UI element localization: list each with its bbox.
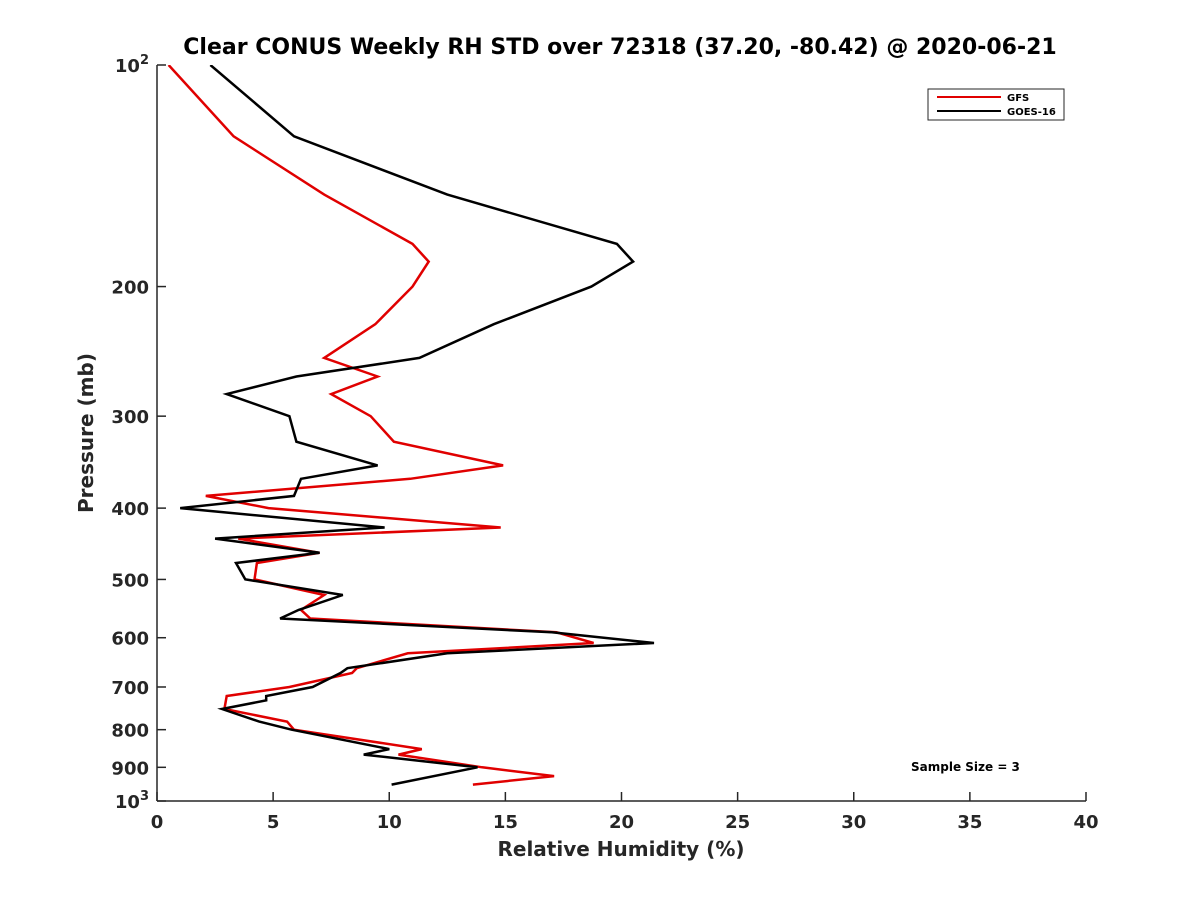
series-group	[167, 65, 655, 786]
legend-label-goes16: GOES-16	[1007, 107, 1056, 118]
y-tick-label: 103	[115, 789, 149, 813]
y-tick-label: 400	[111, 499, 149, 520]
y-ticks: 102 200 300 400 500 600 700 800 900 103	[111, 53, 166, 813]
sample-size-annotation: Sample Size = 3	[911, 760, 1020, 774]
y-axis-label: Pressure (mb)	[74, 353, 98, 513]
x-tick-label: 10	[377, 812, 402, 833]
legend-label-gfs: GFS	[1007, 93, 1029, 104]
y-tick-label: 600	[111, 629, 149, 650]
x-tick-label: 5	[267, 812, 280, 833]
y-tick-label: 800	[111, 721, 149, 742]
x-tick-label: 35	[957, 812, 982, 833]
x-tick-label: 30	[841, 812, 866, 833]
x-tick-label: 25	[725, 812, 750, 833]
y-tick-label: 700	[111, 678, 149, 699]
x-ticks: 0 5 10 15 20 25 30 35 40	[151, 792, 1099, 833]
chart-title: Clear CONUS Weekly RH STD over 72318 (37…	[183, 35, 1056, 60]
x-axis-label: Relative Humidity (%)	[497, 837, 744, 861]
x-tick-label: 20	[609, 812, 634, 833]
y-tick-label: 102	[115, 53, 149, 77]
x-tick-label: 15	[493, 812, 518, 833]
x-tick-label: 0	[151, 812, 164, 833]
legend-box	[927, 88, 1065, 121]
legend: GFS GOES-16	[927, 88, 1065, 121]
x-tick-label: 40	[1073, 812, 1098, 833]
y-tick-label: 300	[111, 407, 149, 428]
series-line-gfs	[167, 65, 594, 786]
y-tick-label: 900	[111, 758, 149, 779]
y-tick-label: 500	[111, 570, 149, 591]
series-line-goes16	[180, 65, 655, 786]
y-tick-label: 200	[111, 278, 149, 299]
